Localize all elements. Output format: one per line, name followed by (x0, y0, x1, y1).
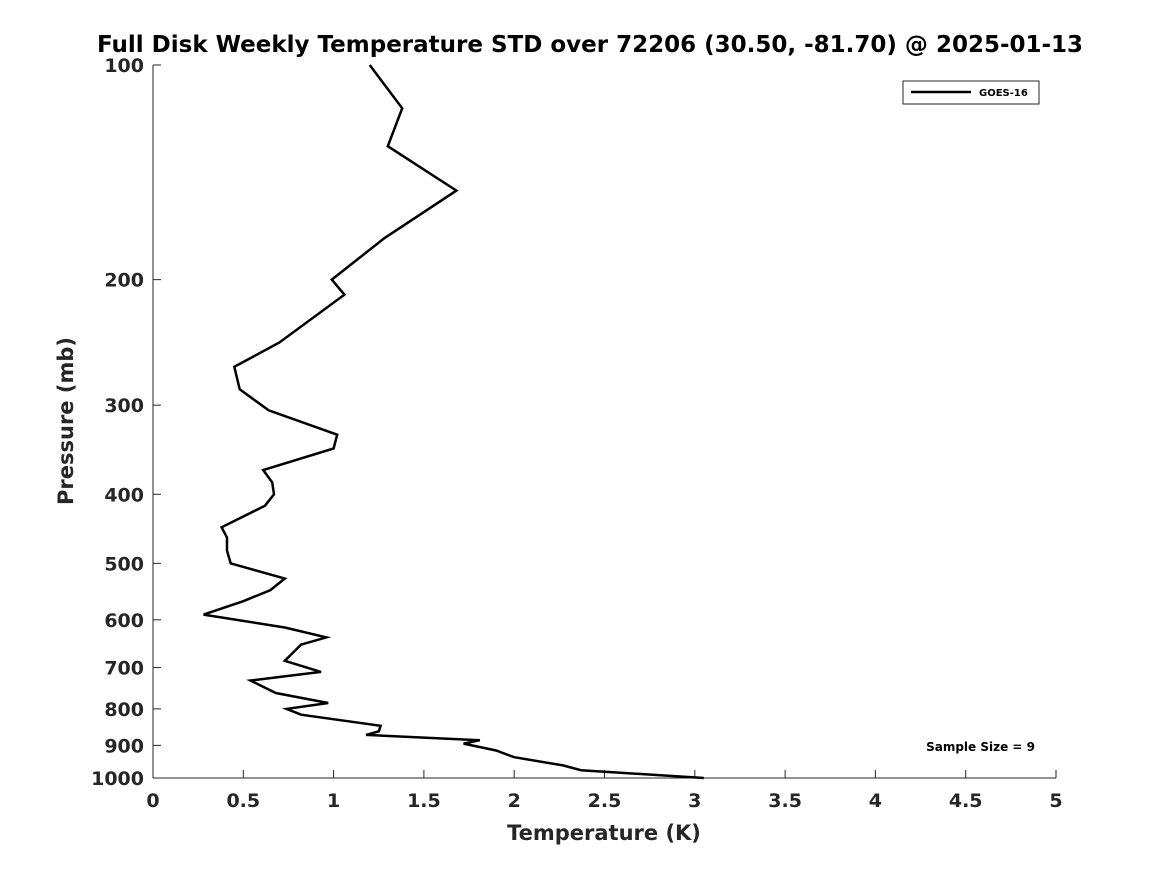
x-tick-label: 2.5 (588, 790, 622, 812)
x-tick-label: 0 (146, 790, 159, 812)
x-tick-label: 4.5 (949, 790, 983, 812)
y-tick-label: 800 (104, 699, 144, 721)
plot-area (153, 65, 1056, 778)
y-tick-label: 700 (104, 658, 144, 680)
x-tick-label: 3 (688, 790, 701, 812)
x-tick-label: 5 (1049, 790, 1062, 812)
legend: GOES-16 (902, 80, 1040, 105)
y-tick-label: 300 (104, 395, 144, 417)
x-axis: 0 0.5 1 1.5 2 2.5 3 3.5 4 4.5 5 (146, 770, 1063, 812)
x-tick-label: 4 (869, 790, 882, 812)
y-tick-label: 500 (104, 553, 144, 575)
legend-label-goes-16: GOES-16 (979, 88, 1028, 99)
x-tick-label: 0.5 (226, 790, 260, 812)
y-axis-label: Pressure (mb) (54, 337, 78, 505)
series-line-goes-16 (203, 64, 704, 780)
sample-size-annotation: Sample Size = 9 (926, 740, 1035, 754)
y-tick-label: 100 (104, 55, 144, 77)
x-axis-label: Temperature (K) (507, 821, 701, 845)
y-tick-label: 600 (104, 610, 144, 632)
y-tick-label: 200 (104, 270, 144, 292)
y-tick-label: 1000 (91, 768, 144, 790)
y-tick-label: 400 (104, 484, 144, 506)
series-group (203, 64, 704, 780)
x-tick-label: 3.5 (768, 790, 802, 812)
x-tick-label: 2 (508, 790, 521, 812)
y-tick-label: 900 (104, 735, 144, 757)
x-tick-label: 1.5 (407, 790, 441, 812)
chart-title: Full Disk Weekly Temperature STD over 72… (97, 32, 1083, 58)
y-axis: 100 200 300 400 500 600 700 800 900 1000 (91, 55, 161, 790)
x-tick-label: 1 (327, 790, 340, 812)
